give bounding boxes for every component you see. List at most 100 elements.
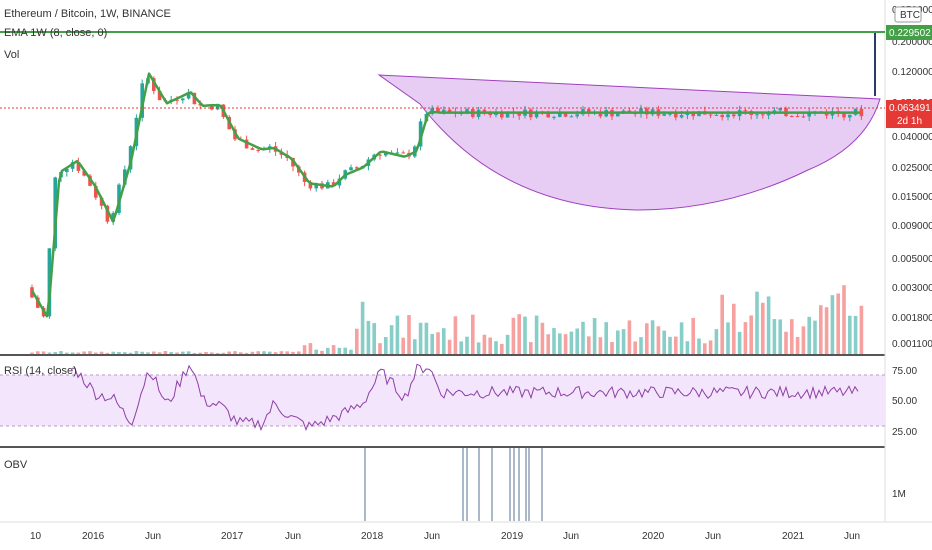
- volume-bar: [523, 316, 527, 354]
- volume-bar: [82, 351, 86, 354]
- volume-bar: [244, 352, 249, 354]
- volume-bar: [778, 319, 782, 354]
- vol-legend: Vol: [4, 49, 19, 61]
- candle: [790, 115, 794, 118]
- volume-bar: [494, 341, 498, 354]
- volume-bar: [488, 337, 492, 354]
- cup-pattern: [377, 74, 881, 211]
- volume-bar: [198, 352, 202, 354]
- candle: [401, 150, 405, 154]
- volume-bar: [714, 329, 719, 354]
- volume-bar: [99, 351, 104, 354]
- price-tick: 0.025000: [892, 163, 932, 174]
- volume-bar: [749, 315, 753, 354]
- volume-bar: [830, 295, 835, 354]
- volume-bar: [134, 351, 139, 354]
- volume-bar: [598, 337, 603, 354]
- rsi-tick: 50.00: [892, 396, 917, 407]
- volume-bar: [146, 352, 150, 354]
- volume-bar: [604, 322, 608, 354]
- rsi-line: [72, 363, 859, 432]
- volume-bar: [482, 334, 487, 354]
- time-tick: 2020: [642, 531, 665, 542]
- volume-bar: [824, 307, 829, 354]
- volume-bar: [349, 349, 353, 354]
- volume-bar: [755, 291, 759, 354]
- obv-lines: [364, 448, 543, 521]
- volume-bar: [53, 352, 57, 354]
- currency-badge[interactable]: [894, 6, 922, 23]
- time-tick: Jun: [145, 531, 161, 542]
- volume-bar: [262, 351, 266, 354]
- volume-bar: [708, 340, 713, 354]
- price-tick: 0.003000: [892, 283, 932, 294]
- volume-bar: [355, 328, 359, 354]
- volume-bar: [413, 339, 417, 354]
- time-tick: 2018: [361, 531, 384, 542]
- volume-bar: [639, 337, 643, 354]
- volume-bar: [192, 352, 197, 354]
- volume-bar: [697, 338, 701, 354]
- volume-bar: [105, 352, 110, 354]
- volume-bar: [668, 336, 672, 354]
- volume-bar: [645, 323, 649, 354]
- volume-bar: [268, 351, 272, 354]
- volume-bar: [772, 319, 777, 354]
- volume-bar: [291, 351, 295, 354]
- volume-bar: [47, 352, 52, 354]
- volume-bar: [233, 351, 237, 354]
- volume-bar: [529, 342, 533, 354]
- volume-bar: [204, 352, 208, 354]
- last-price-badge: [886, 100, 932, 128]
- volume-bar: [500, 343, 504, 354]
- candle: [250, 146, 255, 151]
- volume-bar: [784, 331, 788, 354]
- volume-bar: [534, 315, 539, 354]
- volume-bar: [372, 323, 376, 354]
- time-axis[interactable]: 10 2016 Jun 2017 Jun 2018 Jun 2019 Jun 2…: [30, 531, 860, 542]
- volume-bar: [36, 351, 40, 354]
- candle: [517, 113, 521, 120]
- volume-bar: [215, 352, 220, 354]
- volume-bar: [395, 315, 400, 354]
- volume-bar: [94, 352, 98, 354]
- obv-legend: OBV: [4, 459, 28, 471]
- volume-bar: [569, 331, 574, 354]
- volume-bar: [627, 320, 632, 354]
- price-tick: 0.015000: [892, 192, 932, 203]
- volume-bar: [685, 341, 690, 354]
- volume-bar: [401, 337, 405, 354]
- volume-bar: [384, 337, 388, 354]
- volume-bar: [505, 334, 510, 354]
- volume-bar: [476, 342, 481, 354]
- candle: [639, 104, 643, 118]
- candle: [349, 164, 353, 171]
- price-tick: 0.005000: [892, 254, 932, 265]
- volume-bar: [795, 337, 800, 354]
- volume-bar: [210, 352, 214, 354]
- candle: [842, 113, 846, 121]
- volume-bar: [273, 352, 278, 354]
- price-tick: 0.200000: [892, 37, 932, 48]
- volume-bar: [853, 315, 858, 354]
- volume-bar: [610, 341, 614, 354]
- price-axis[interactable]: 0.350000 0.200000 0.120000 0.070000 0.04…: [892, 5, 932, 350]
- volume-bar: [117, 352, 121, 354]
- volume-bar: [326, 347, 330, 354]
- volume-bar: [859, 305, 864, 354]
- countdown-label: 2d 1h: [897, 116, 922, 127]
- volume-bar: [302, 345, 307, 354]
- volume-bar: [59, 351, 63, 354]
- volume-bar: [459, 341, 463, 354]
- candle: [70, 159, 75, 173]
- candle: [500, 109, 504, 120]
- volume-bar: [30, 352, 34, 354]
- volume-bar: [169, 352, 173, 354]
- volume-bar: [140, 351, 144, 354]
- volume-bar: [65, 352, 69, 354]
- volume-bar: [471, 314, 475, 354]
- volume-bar: [442, 328, 446, 354]
- volume-bar: [250, 351, 255, 354]
- volume-bar: [360, 301, 365, 354]
